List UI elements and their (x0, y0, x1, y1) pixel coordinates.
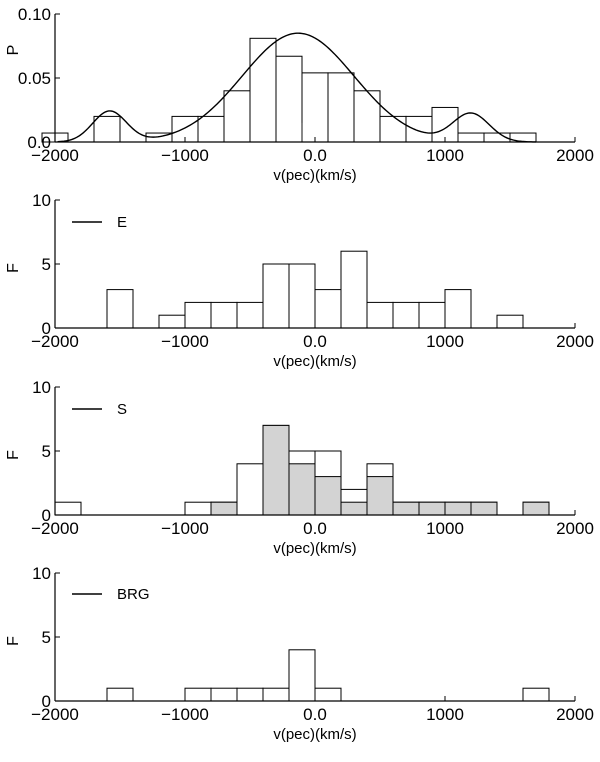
y-tick-label: 0 (42, 319, 51, 338)
x-axis-label: v(pec)(km/s) (273, 167, 356, 184)
bar (405, 115, 433, 143)
bar (288, 649, 316, 702)
bar (93, 115, 121, 143)
y-tick-label: 10 (32, 191, 51, 210)
bar-filled (444, 501, 472, 516)
bar (444, 289, 472, 329)
bar (184, 501, 212, 516)
x-tick-label: 1000 (426, 332, 464, 351)
legend-label: E (117, 214, 127, 231)
bar (158, 314, 186, 329)
bar (379, 115, 407, 143)
x-tick-label: −2000 (31, 332, 79, 351)
bar (236, 301, 264, 329)
x-tick-label: 2000 (556, 146, 594, 165)
y-tick-label: 0 (42, 506, 51, 525)
bar-filled (392, 501, 420, 516)
bar (314, 289, 342, 329)
legend-label: S (117, 401, 127, 418)
y-axis-label: F (5, 263, 22, 273)
bar (197, 115, 225, 143)
y-tick-label: 0.10 (18, 5, 51, 24)
panel-p: −2000 −1000 0.0 1000 2000 0.0 0.05 0.10 v(pec)(k… (5, 5, 594, 184)
bar (288, 263, 316, 329)
y-tick-label: 0.05 (18, 69, 51, 88)
y-tick-label: 0.0 (27, 133, 51, 152)
x-axis-label: v(pec)(km/s) (273, 353, 356, 370)
bar (327, 72, 355, 143)
bar (275, 55, 303, 143)
bar-filled (262, 424, 290, 516)
x-tick-label: 2000 (556, 705, 594, 724)
bar (184, 301, 212, 329)
bar (210, 301, 238, 329)
x-tick-label: −1000 (161, 519, 209, 538)
y-axis-label: F (5, 450, 22, 460)
bar (496, 314, 524, 329)
y-tick-label: 5 (42, 255, 51, 274)
bar (431, 106, 459, 143)
bar-filled (418, 501, 446, 516)
x-tick-label: 0.0 (303, 332, 327, 351)
y-tick-label: 0 (42, 692, 51, 711)
y-tick-label: 5 (42, 628, 51, 647)
bar (340, 250, 368, 329)
bar (418, 301, 446, 329)
bar (262, 263, 290, 329)
x-tick-label: −1000 (161, 146, 209, 165)
bar (54, 501, 82, 516)
x-tick-label: −2000 (31, 519, 79, 538)
bar (522, 687, 550, 702)
x-axis-label: v(pec)(km/s) (273, 726, 356, 743)
x-tick-label: −1000 (161, 332, 209, 351)
bar (210, 687, 238, 702)
bar (366, 301, 394, 329)
bar-filled (522, 501, 550, 516)
density-curve (57, 32, 537, 143)
x-tick-label: 0.0 (303, 519, 327, 538)
x-tick-label: 2000 (556, 519, 594, 538)
y-axis-label: F (5, 636, 22, 646)
bar (236, 463, 264, 516)
bar (353, 90, 381, 143)
y-tick-label: 10 (32, 564, 51, 583)
bar (457, 132, 485, 143)
legend-label: BRG (117, 586, 150, 603)
y-tick-label: 10 (32, 378, 51, 397)
bar-filled (210, 501, 238, 516)
bar (223, 90, 251, 143)
bar-filled (288, 463, 316, 516)
bar (184, 687, 212, 702)
panel-s: −2000 −1000 0.0 1000 2000 0 5 10 v(pec)(km/s) F S (5, 378, 594, 557)
x-tick-label: 1000 (426, 519, 464, 538)
x-tick-label: 0.0 (303, 705, 327, 724)
x-axis-label: v(pec)(km/s) (273, 540, 356, 557)
bar-filled (470, 501, 498, 516)
panel-brg: −2000 −1000 0.0 1000 2000 0 5 10 v(pec)(km/s) F BR… (5, 564, 594, 743)
bar (249, 37, 277, 143)
bar (314, 687, 342, 702)
bar (262, 687, 290, 702)
bar (392, 301, 420, 329)
bar (106, 687, 134, 702)
x-tick-label: −2000 (31, 146, 79, 165)
bar-filled (366, 476, 394, 516)
panel-e: −2000 −1000 0.0 1000 2000 0 5 10 v(pec)(km/s) F E (5, 191, 594, 370)
y-axis-label: P (5, 45, 22, 56)
x-tick-label: 1000 (426, 705, 464, 724)
bar-filled (314, 476, 342, 516)
y-tick-label: 5 (42, 442, 51, 461)
bar (301, 72, 329, 143)
x-tick-label: 2000 (556, 332, 594, 351)
bar (106, 289, 134, 329)
bar-filled (340, 501, 368, 516)
x-tick-label: −1000 (161, 705, 209, 724)
x-tick-label: 0.0 (303, 146, 327, 165)
bar (236, 687, 264, 702)
x-tick-label: 1000 (426, 146, 464, 165)
x-tick-label: −2000 (31, 705, 79, 724)
